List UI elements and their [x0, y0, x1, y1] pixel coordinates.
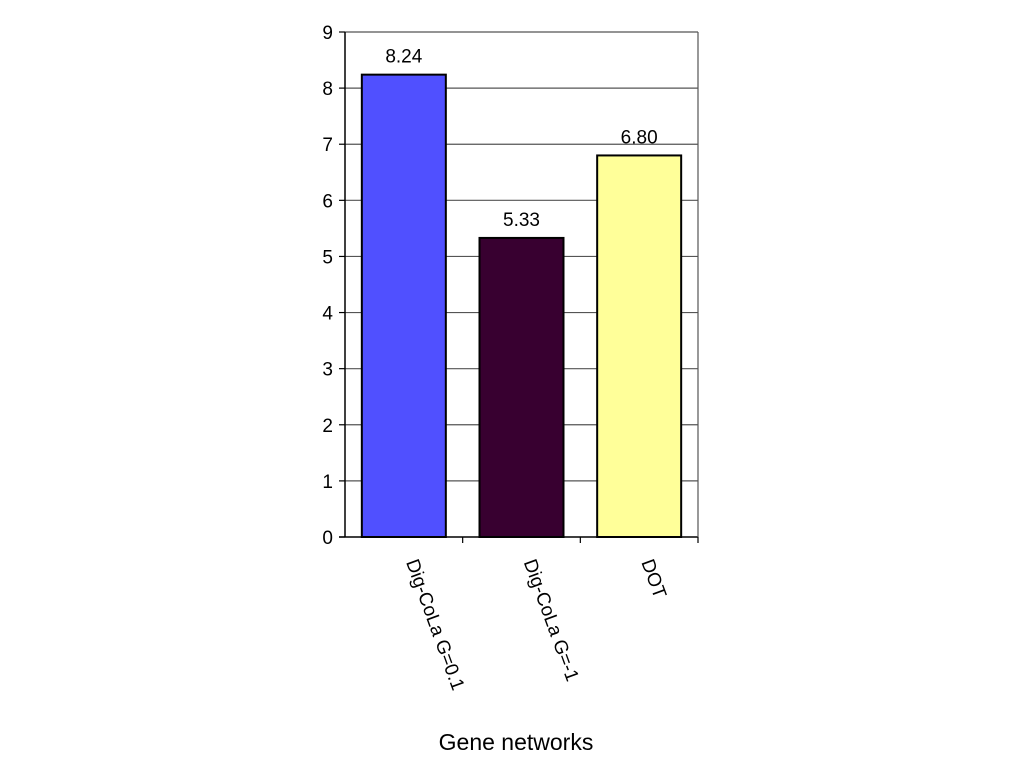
- y-tick-label: 3: [322, 360, 333, 381]
- bar: [478, 236, 565, 539]
- y-tick-labels: 0 1 2 3 4 5 6 7 8 9: [322, 23, 333, 549]
- data-labels: 8.24 5.33 6.80: [385, 47, 657, 231]
- x-category-label: Dig-CoLa G=-1: [519, 557, 583, 685]
- bar: [596, 154, 683, 538]
- data-label: 6.80: [621, 127, 658, 148]
- y-tick-label: 4: [322, 304, 333, 325]
- y-tick-label: 8: [322, 79, 333, 100]
- y-tick-label: 2: [322, 416, 333, 437]
- x-category-label: DOT: [636, 557, 670, 602]
- category-labels: Dig-CoLa G=0.1 Dig-CoLa G=-1 DOT: [401, 557, 670, 694]
- y-tick-label: 6: [322, 191, 333, 212]
- y-tick-label: 1: [322, 472, 333, 493]
- bar: [360, 73, 447, 539]
- y-tick-label: 5: [322, 247, 333, 268]
- data-label: 5.33: [503, 210, 540, 231]
- y-tick-label: 9: [322, 23, 333, 44]
- data-label: 8.24: [385, 47, 422, 68]
- x-axis-title: Gene networks: [439, 729, 594, 755]
- x-category-label: Dig-CoLa G=0.1: [401, 557, 468, 694]
- bars: [360, 73, 683, 539]
- axes: [339, 31, 699, 543]
- y-tick-label: 7: [322, 135, 333, 156]
- y-tick-label: 0: [322, 528, 333, 549]
